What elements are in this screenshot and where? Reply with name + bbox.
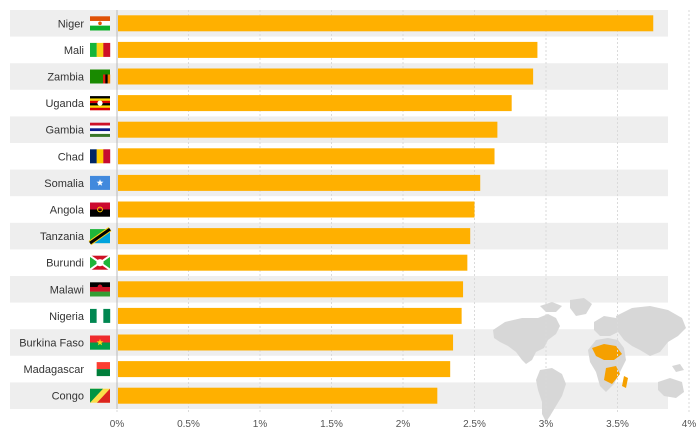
bar: [118, 41, 538, 58]
bar: [118, 281, 464, 298]
somalia-flag-icon: [90, 175, 110, 190]
burundi-flag-icon: [89, 254, 111, 271]
category-label: Uganda: [45, 98, 84, 110]
niger-flag-icon: [90, 16, 110, 31]
x-tick-label: 2.5%: [463, 419, 486, 430]
x-tick-label: 3%: [539, 419, 554, 430]
x-tick-label: 0.5%: [177, 419, 200, 430]
category-label: Congo: [52, 391, 84, 403]
x-tick-label: 4%: [682, 419, 697, 430]
category-label: Zambia: [47, 72, 85, 84]
x-tick-label: 1%: [253, 419, 268, 430]
category-label: Chad: [58, 151, 84, 163]
burkina-faso-flag-icon: [90, 335, 110, 350]
bar: [118, 148, 495, 165]
category-label: Tanzania: [40, 231, 85, 243]
angola-flag-icon: [90, 202, 110, 217]
category-label: Malawi: [50, 284, 84, 296]
category-label: Gambia: [45, 125, 84, 137]
mali-flag-icon: [90, 42, 111, 57]
category-label: Burundi: [46, 258, 84, 270]
bar: [118, 387, 438, 404]
bar: [118, 254, 468, 271]
bar: [118, 334, 454, 351]
chad-flag-icon: [90, 149, 111, 164]
bar: [118, 68, 534, 85]
bar: [118, 15, 654, 32]
madagascar-flag-icon: [90, 362, 110, 377]
category-label: Somalia: [44, 178, 85, 190]
bar: [118, 228, 471, 245]
category-label: Niger: [58, 18, 85, 30]
congo-flag-icon: [90, 388, 110, 403]
x-tick-label: 0%: [110, 419, 125, 430]
bar: [118, 95, 512, 112]
category-label: Mali: [64, 45, 84, 57]
bar: [118, 121, 498, 138]
x-axis-ticks: 0% 0.5% 1% 1.5% 2% 2.5% 3% 3.5% 4%: [110, 419, 697, 430]
x-tick-label: 1.5%: [320, 419, 343, 430]
category-label: Burkina Faso: [19, 338, 84, 350]
category-labels: Niger Mali Zambia Uganda Gambia Chad Somalia An…: [19, 18, 85, 402]
tanzania-flag-icon: [88, 227, 112, 246]
world-map-icon: [493, 298, 686, 422]
bars: [118, 15, 654, 404]
x-tick-label: 2%: [396, 419, 411, 430]
bar: [118, 307, 462, 324]
bar: [118, 201, 475, 218]
bar: [118, 361, 451, 378]
nigeria-flag-icon: [90, 308, 111, 323]
bar: [118, 174, 481, 191]
malawi-flag-icon: [90, 282, 110, 297]
x-tick-label: 3.5%: [606, 419, 629, 430]
category-label: Nigeria: [49, 311, 85, 323]
category-label: Madagascar: [23, 364, 84, 376]
uganda-flag-icon: [90, 96, 110, 111]
category-label: Angola: [50, 205, 85, 217]
gambia-flag-icon: [90, 122, 110, 137]
country-flags: [88, 16, 112, 403]
zambia-flag-icon: [90, 69, 111, 84]
